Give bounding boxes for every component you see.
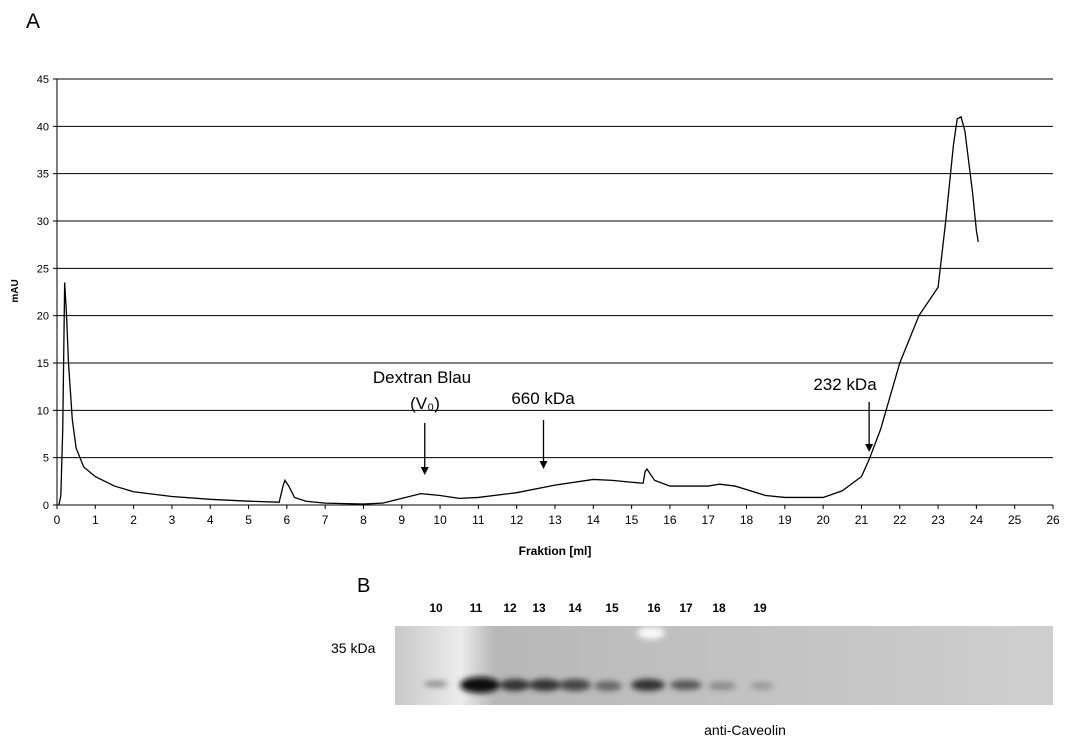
blot-image bbox=[395, 626, 1053, 705]
annotation: Dextran Blau bbox=[373, 368, 471, 387]
y-tick-label: 20 bbox=[37, 311, 49, 323]
lane-label: 10 bbox=[429, 601, 443, 615]
x-tick-label: 8 bbox=[360, 513, 367, 527]
lane-label: 11 bbox=[470, 601, 483, 615]
y-tick-label: 45 bbox=[37, 74, 49, 86]
annotation-arrowhead bbox=[540, 461, 548, 469]
annotation-arrowhead bbox=[421, 467, 429, 475]
x-tick-label: 11 bbox=[472, 513, 485, 527]
lane-labels: 10 11 12 13 14 15 16 17 18 19 bbox=[429, 601, 767, 615]
x-tick-label: 16 bbox=[663, 513, 677, 527]
x-tick-label: 2 bbox=[130, 513, 137, 527]
lane-label: 12 bbox=[503, 601, 517, 615]
y-tick-label: 30 bbox=[37, 216, 49, 228]
x-tick-label: 24 bbox=[970, 513, 984, 527]
lane-label: 14 bbox=[568, 601, 582, 615]
x-tick-label: 14 bbox=[587, 513, 601, 527]
blot-marker: 35 kDa bbox=[331, 640, 376, 656]
lane-label: 15 bbox=[605, 601, 619, 615]
x-tick-label: 5 bbox=[245, 513, 252, 527]
lane-label: 13 bbox=[532, 601, 546, 615]
y-axis-label: mAU bbox=[10, 279, 21, 302]
x-tick-label: 25 bbox=[1008, 513, 1022, 527]
panel-label: B bbox=[357, 575, 370, 597]
y-tick-label: 10 bbox=[37, 405, 49, 417]
x-tick-label: 4 bbox=[207, 513, 214, 527]
y-tick-label: 25 bbox=[37, 263, 49, 275]
data-line bbox=[59, 117, 978, 505]
x-tick-label: 13 bbox=[548, 513, 562, 527]
x-tick-label: 17 bbox=[702, 513, 716, 527]
x-tick-label: 12 bbox=[510, 513, 524, 527]
x-tick-label: 7 bbox=[322, 513, 329, 527]
figure: A Fraktion [ml] mAU Dextran Blau (V₀) 66… bbox=[0, 0, 1066, 740]
y-tick-label: 0 bbox=[43, 500, 49, 512]
x-tick-label: 18 bbox=[740, 513, 754, 527]
lane-label: 16 bbox=[647, 601, 661, 615]
x-tick-label: 19 bbox=[778, 513, 792, 527]
page: {"chart_data": {"type": "line", "panel_l… bbox=[0, 0, 1066, 745]
lane-label: 18 bbox=[712, 601, 726, 615]
y-tick-label: 40 bbox=[37, 121, 49, 133]
x-tick-label: 20 bbox=[816, 513, 830, 527]
lane-label: 17 bbox=[679, 601, 693, 615]
lane-label: 19 bbox=[753, 601, 767, 615]
x-tick-label: 0 bbox=[54, 513, 61, 527]
x-tick-label: 15 bbox=[625, 513, 639, 527]
x-tick-label: 10 bbox=[433, 513, 447, 527]
x-axis-label: Fraktion [ml] bbox=[519, 544, 592, 558]
x-tick-label: 22 bbox=[893, 513, 907, 527]
annotation: 660 kDa bbox=[511, 389, 575, 408]
x-tick-label: 21 bbox=[855, 513, 869, 527]
x-tick-label: 6 bbox=[284, 513, 291, 527]
x-tick-label: 3 bbox=[169, 513, 176, 527]
y-tick-label: 5 bbox=[43, 453, 49, 465]
blot-antibody: anti-Caveolin bbox=[704, 722, 786, 738]
y-tick-label: 35 bbox=[37, 169, 49, 181]
x-tick-label: 9 bbox=[398, 513, 405, 527]
panel-label: A bbox=[26, 10, 40, 33]
y-tick-label: 15 bbox=[37, 358, 49, 370]
annotation: 232 kDa bbox=[813, 375, 877, 394]
x-tick-label: 1 bbox=[92, 513, 99, 527]
x-tick-label: 23 bbox=[931, 513, 945, 527]
x-tick-label: 26 bbox=[1046, 513, 1060, 527]
